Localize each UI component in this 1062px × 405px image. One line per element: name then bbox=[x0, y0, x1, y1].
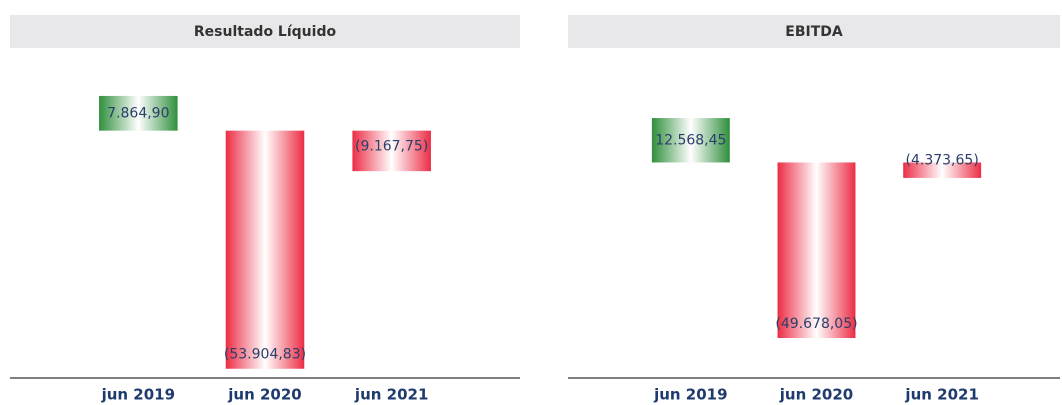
x-tick-label: jun 2020 bbox=[779, 386, 853, 404]
x-tick-label: jun 2021 bbox=[354, 386, 428, 404]
bar bbox=[777, 162, 856, 338]
x-tick-label: jun 2019 bbox=[101, 386, 175, 404]
bar bbox=[352, 130, 431, 172]
x-tick-label: jun 2020 bbox=[227, 386, 301, 404]
bar bbox=[651, 118, 730, 163]
bar bbox=[903, 162, 982, 178]
x-tick-label: jun 2019 bbox=[653, 386, 727, 404]
value-label: 12.568,45 bbox=[655, 132, 726, 148]
x-tick-label: jun 2021 bbox=[904, 386, 978, 404]
value-label: (4.373,65) bbox=[906, 152, 979, 168]
value-label: (53.904,83) bbox=[224, 347, 306, 363]
header-band bbox=[568, 15, 1060, 48]
chart-title: EBITDA bbox=[785, 24, 843, 40]
value-label: (49.678,05) bbox=[775, 316, 857, 332]
bar bbox=[99, 95, 178, 131]
value-label: (9.167,75) bbox=[355, 139, 428, 155]
header-band bbox=[10, 15, 520, 48]
value-label: 7.864,90 bbox=[107, 105, 169, 121]
bar bbox=[225, 130, 305, 369]
chart-title: Resultado Líquido bbox=[194, 24, 337, 40]
